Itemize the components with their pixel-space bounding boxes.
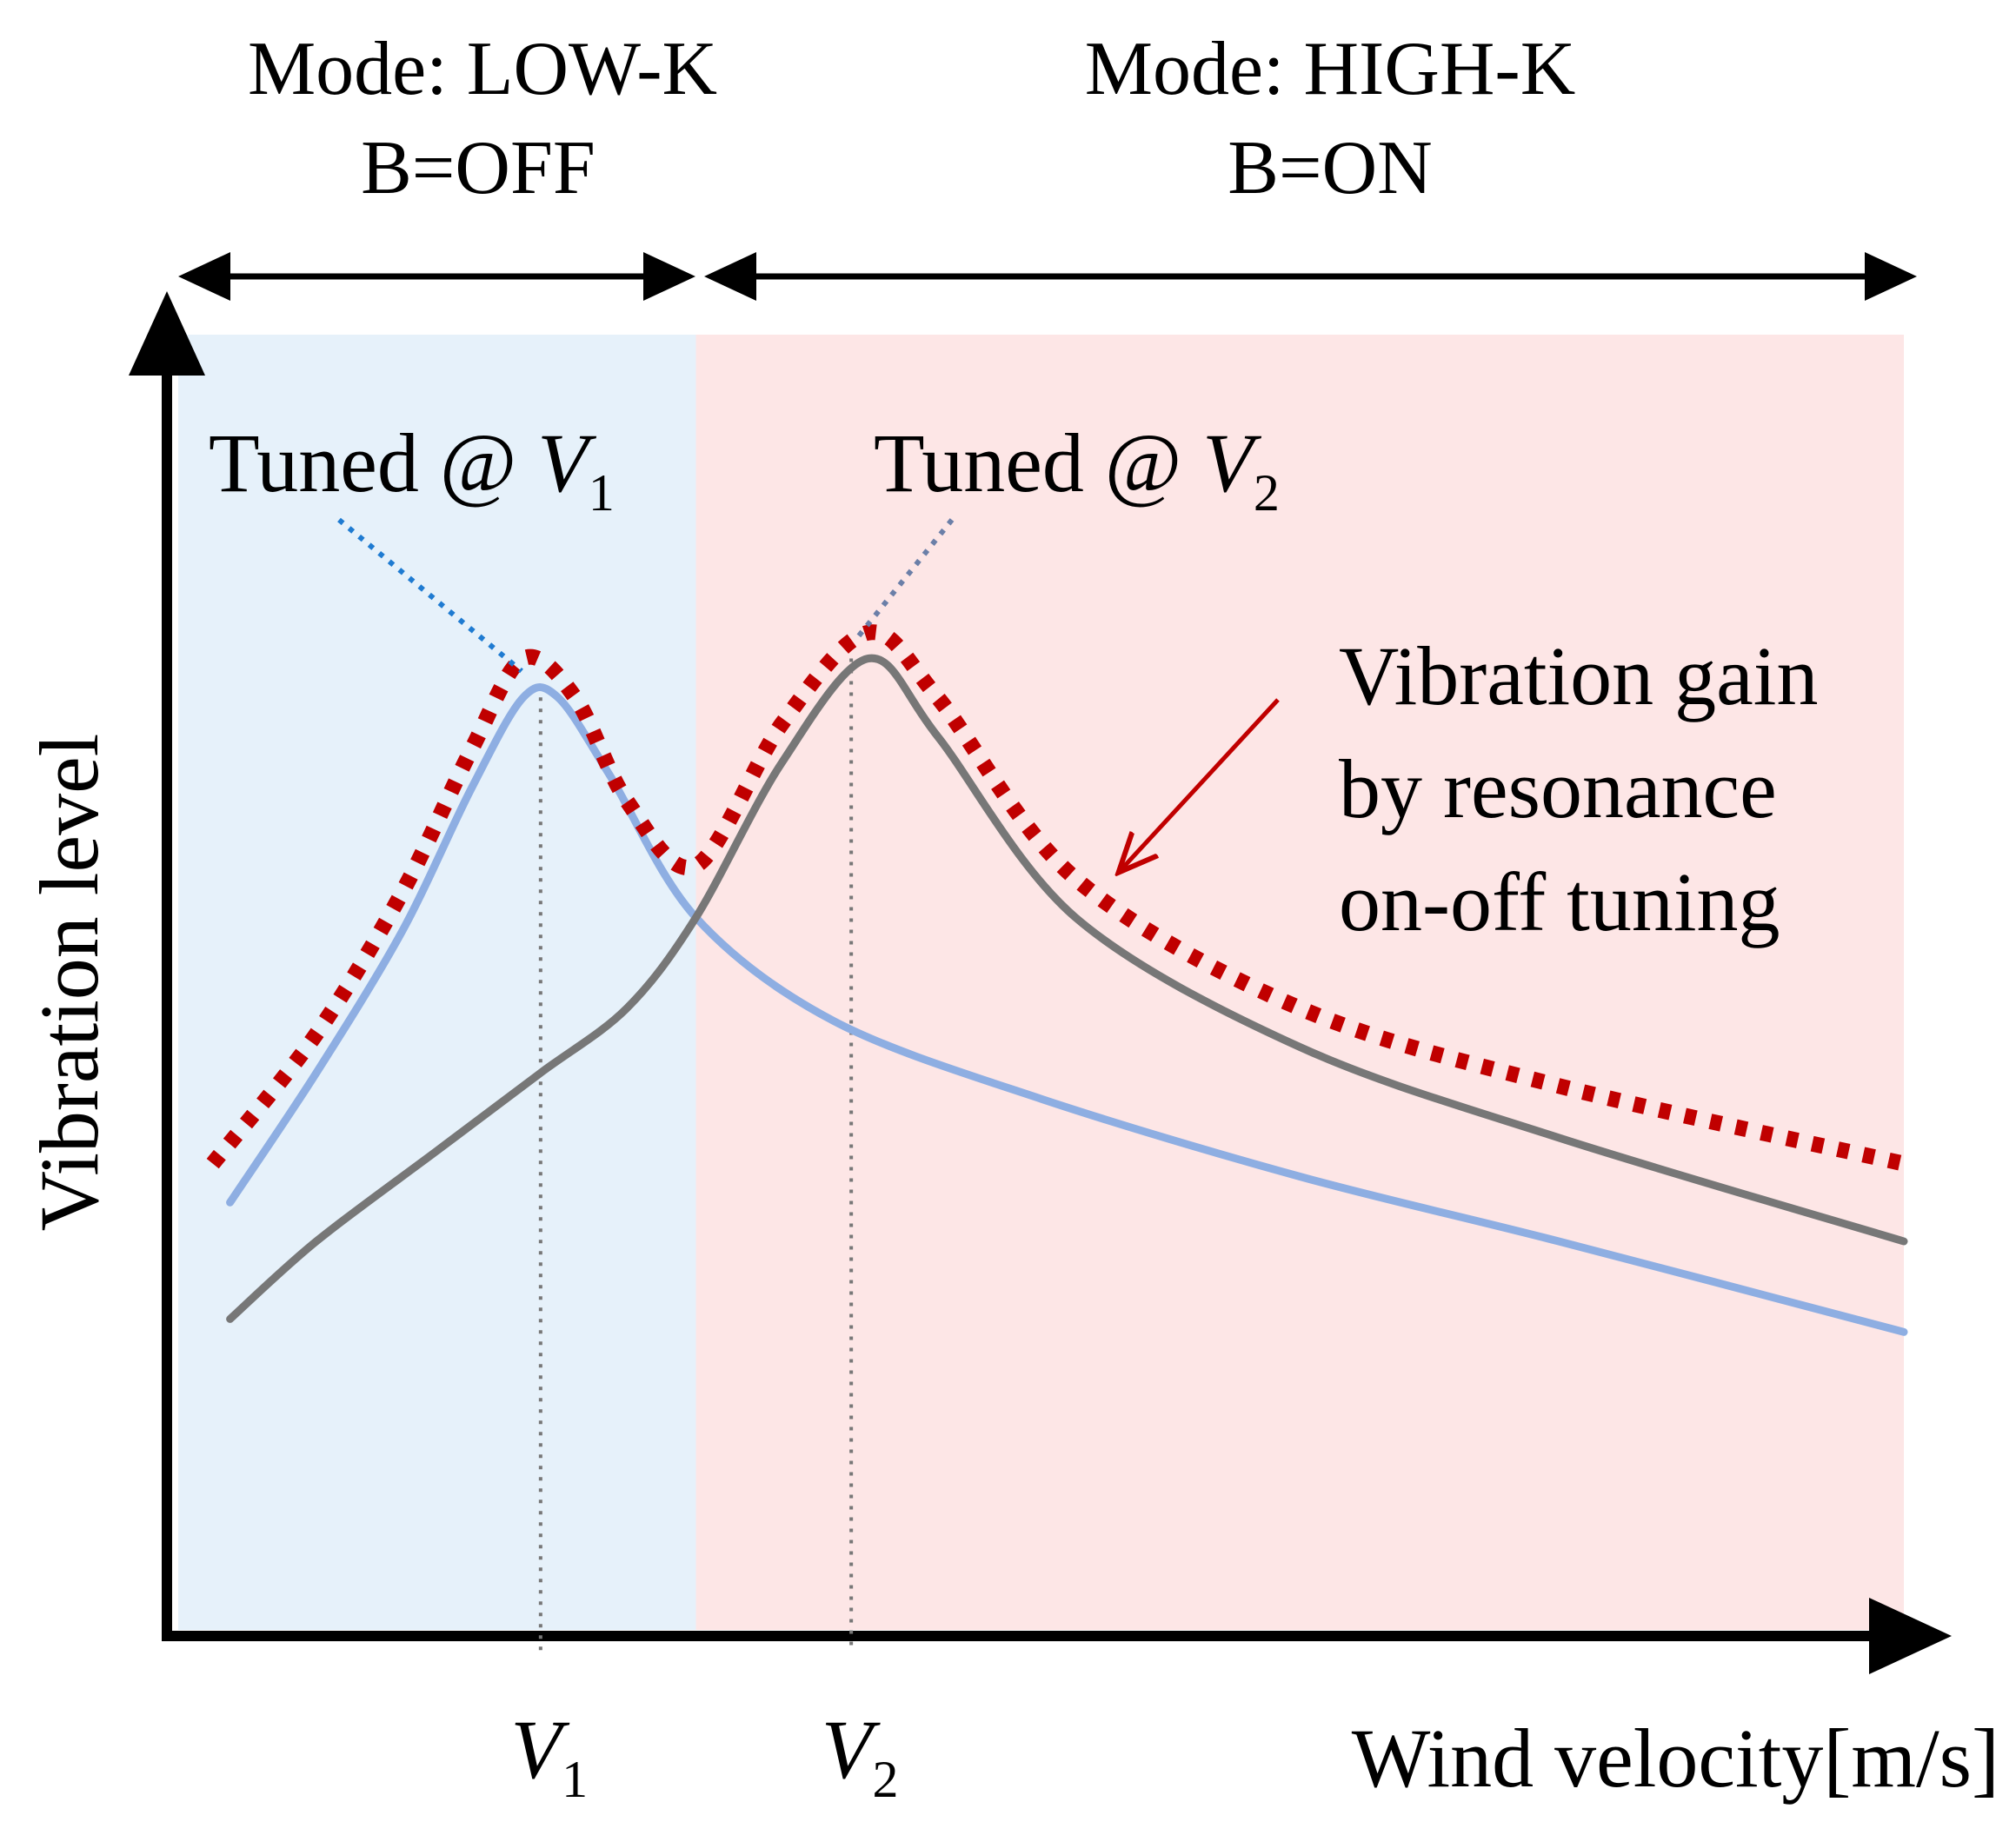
tuned-v2-label: Tuned @ V2 <box>874 416 1280 522</box>
x-tick-v2: V2 <box>822 1703 899 1808</box>
x-axis-title: Wind velocity[m/s] <box>1352 1712 1999 1805</box>
leader-line-v1 <box>337 517 523 674</box>
mode-high-label: Mode: HIGH-K <box>1085 27 1576 111</box>
series-gain-envelope <box>206 624 1906 1172</box>
series-tuned-v2-line <box>226 654 1908 1323</box>
range-arrow-low <box>178 252 695 301</box>
y-axis-title: Vibration level <box>23 734 116 1232</box>
x-axis <box>162 1598 1952 1674</box>
gain-arrow <box>1121 698 1280 869</box>
range-arrow-high <box>704 252 1917 301</box>
region-high-k <box>695 335 1904 1630</box>
mode-high-state: B=ON <box>1228 126 1432 210</box>
mode-low-state: B=OFF <box>361 126 595 210</box>
x-tick-v1: V1 <box>511 1703 589 1808</box>
gain-label-line-3: on-off tuning <box>1339 855 1780 948</box>
tuned-v1-label: Tuned @ V1 <box>209 416 615 522</box>
gain-label-line-1: Vibration gain <box>1339 629 1818 722</box>
y-axis <box>129 291 205 1636</box>
region-low-k <box>178 335 696 1630</box>
mode-low-label: Mode: LOW-K <box>248 27 717 111</box>
gain-label-line-2: by resonance <box>1339 742 1777 835</box>
